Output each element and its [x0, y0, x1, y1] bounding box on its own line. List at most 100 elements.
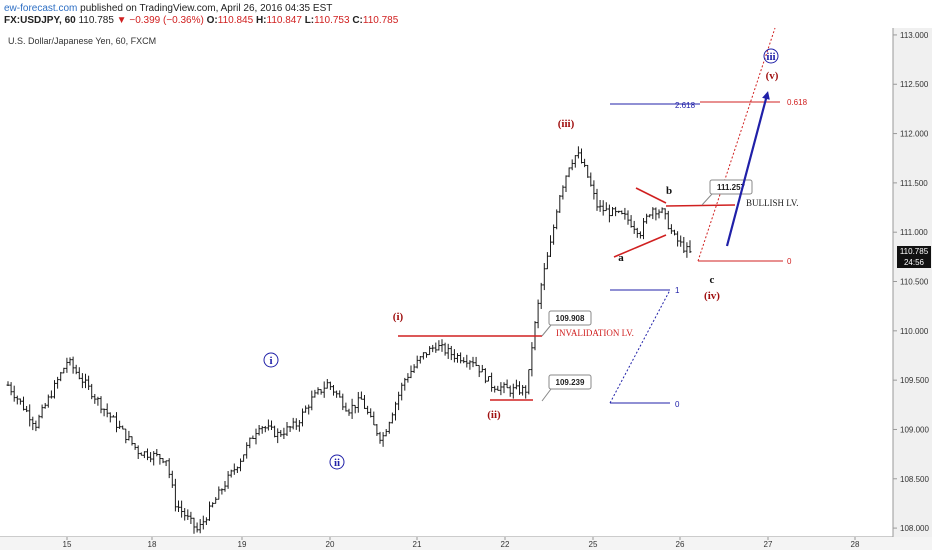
time-axis[interactable] — [0, 537, 932, 550]
candle — [46, 394, 50, 408]
candle — [666, 210, 670, 230]
candle — [607, 204, 611, 223]
high-value: 110.847 — [266, 15, 302, 26]
candle — [573, 155, 577, 168]
candle — [651, 207, 655, 220]
candle — [465, 354, 469, 368]
candle — [146, 448, 149, 461]
candle — [576, 146, 580, 159]
candle — [198, 519, 202, 534]
candle — [521, 385, 525, 396]
candle — [25, 405, 29, 413]
candle — [480, 364, 484, 373]
candle — [121, 425, 125, 430]
candle — [663, 208, 667, 220]
candle — [18, 398, 22, 405]
candle — [43, 402, 47, 409]
candle — [490, 372, 494, 392]
candle — [338, 390, 342, 398]
candle — [239, 458, 242, 472]
candle — [344, 402, 348, 412]
candle — [567, 167, 571, 178]
candle — [518, 381, 521, 395]
high-label: H: — [255, 15, 267, 26]
candle — [195, 522, 199, 533]
wave-ii-label: (ii) — [487, 409, 501, 421]
candle — [180, 500, 184, 518]
candle — [304, 405, 308, 413]
fib-0-red-label: 0 — [787, 257, 792, 266]
candle — [167, 458, 171, 479]
candle — [502, 382, 506, 394]
bullish-level-line — [665, 204, 736, 207]
candle — [158, 453, 162, 465]
candle — [474, 356, 478, 367]
candle — [685, 242, 689, 258]
candle — [604, 202, 608, 212]
candle — [508, 385, 512, 397]
candle — [617, 210, 621, 214]
candle — [325, 378, 329, 389]
candle — [545, 252, 549, 270]
candle — [189, 511, 193, 524]
candle — [527, 369, 531, 395]
candle — [56, 376, 60, 389]
wave-iii-label: (iii) — [558, 118, 575, 130]
candle — [387, 421, 391, 434]
candle — [635, 227, 639, 238]
y-tick-label: 109.500 — [900, 376, 929, 385]
wave-i-label: (i) — [393, 311, 404, 323]
candle — [183, 508, 187, 521]
candle — [164, 460, 168, 467]
publish-text: published on TradingView.com, April 26, … — [80, 3, 333, 14]
triangle-upper-line — [635, 187, 667, 204]
candle — [84, 373, 87, 389]
x-tick-label: 25 — [589, 540, 598, 549]
candle — [111, 415, 115, 418]
x-tick-label: 15 — [63, 540, 72, 549]
candle — [282, 427, 286, 440]
candle — [90, 383, 94, 400]
candle — [425, 352, 428, 358]
fib-0618-label: 0.618 — [787, 98, 808, 107]
candles — [6, 146, 692, 534]
callout-109239-box[interactable] — [548, 374, 592, 390]
candle — [511, 383, 515, 399]
price-axis[interactable] — [893, 28, 932, 537]
candle — [483, 368, 487, 384]
wave-c-label: c — [710, 274, 715, 286]
chart-header: ew-forecast.com published on TradingView… — [0, 0, 932, 28]
candle — [136, 445, 140, 460]
candle — [77, 367, 81, 380]
candle — [406, 373, 410, 383]
y-tick-labels: 108.000 108.500 109.000 109.500 110.000 110.5… — [893, 31, 929, 533]
candle — [673, 229, 676, 236]
current-price-label: 110.785 — [900, 247, 929, 256]
candle — [173, 478, 177, 512]
candle — [356, 391, 360, 413]
candle — [288, 425, 292, 432]
candle — [297, 420, 301, 432]
candle — [589, 172, 593, 187]
candle — [270, 420, 273, 430]
candle — [688, 240, 692, 254]
candle — [558, 194, 562, 213]
candle — [682, 236, 686, 254]
candle — [74, 364, 78, 375]
x-tick-label: 21 — [413, 540, 422, 549]
candle — [93, 393, 97, 404]
candle — [657, 209, 661, 219]
candle — [384, 429, 388, 437]
candle — [394, 401, 397, 421]
candle — [204, 517, 208, 525]
close-value: 110.785 — [362, 15, 399, 26]
candle — [68, 357, 72, 366]
wave-i-circle — [263, 352, 279, 368]
price-change: ▼ −0.399 (−0.36%) — [116, 15, 204, 26]
candle — [620, 210, 624, 215]
callout-109908-box[interactable] — [548, 310, 592, 326]
candle — [34, 420, 38, 432]
wave-ii-circle — [329, 454, 345, 470]
brand-link[interactable]: ew-forecast.com — [4, 3, 78, 14]
